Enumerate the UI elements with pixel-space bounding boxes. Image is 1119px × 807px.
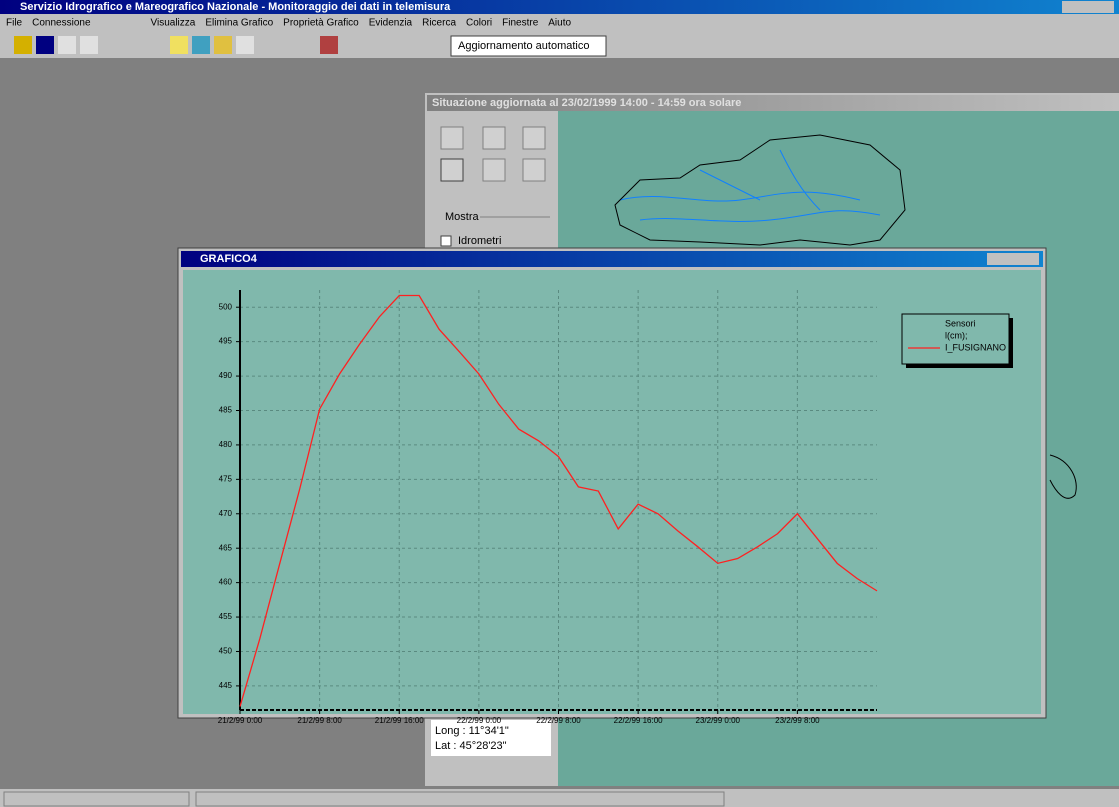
status-bar (0, 789, 1119, 807)
legend (901, 313, 1010, 365)
river (619, 191, 861, 202)
x-tick-label: 22/2/99 0:00 (457, 716, 502, 725)
menu-bar (0, 14, 1119, 32)
river (779, 149, 821, 211)
y-tick-label: 450 (219, 647, 233, 656)
x-tick-label: 23/2/99 0:00 (696, 716, 741, 725)
y-tick-label: 490 (219, 371, 233, 380)
y-tick-label: 465 (219, 543, 233, 552)
river (699, 169, 761, 201)
save-button[interactable] (36, 36, 54, 54)
chart-button[interactable] (170, 36, 188, 54)
longitude: Long : 11°34'1" (435, 725, 509, 737)
coords-box (431, 720, 551, 756)
menu-item[interactable]: Ricerca (422, 18, 456, 29)
series-line (239, 294, 878, 707)
y-tick-label: 470 (219, 509, 233, 518)
y-tick-label: 485 (219, 406, 233, 415)
menu-item[interactable]: File (6, 18, 23, 29)
copy-button[interactable] (58, 36, 76, 54)
hydrometers-checkbox[interactable] (440, 235, 452, 247)
x-tick-label: 21/2/99 0:00 (218, 716, 263, 725)
menu-item[interactable]: Finestre (502, 18, 539, 29)
menu-item[interactable]: Colori (466, 18, 492, 29)
tool-button[interactable] (482, 126, 506, 150)
y-tick-label: 455 (219, 612, 233, 621)
menu: File Connessione Visualizza Elimina Grafico… (6, 18, 571, 29)
zoom-in-button[interactable] (440, 158, 464, 182)
menu-item[interactable]: Elimina Grafico (205, 18, 273, 29)
y-tick-label: 475 (219, 474, 233, 483)
title-bar (0, 0, 1119, 14)
chart-window-title: GRAFICO4 (200, 253, 258, 265)
tool-button[interactable] (522, 126, 546, 150)
window-controls[interactable] (1062, 1, 1114, 13)
legend-subtitle: l(cm); (945, 330, 968, 340)
pointer-button[interactable] (522, 158, 546, 182)
river (639, 210, 881, 222)
x-tick-label: 22/2/99 16:00 (614, 716, 663, 725)
x-tick-label: 22/2/99 8:00 (536, 716, 581, 725)
region-border (614, 134, 906, 246)
menu-item[interactable]: Evidenzia (369, 18, 413, 29)
map-button[interactable] (192, 36, 210, 54)
status-pane (195, 791, 725, 807)
y-tick-label: 500 (219, 302, 233, 311)
auto-update-button[interactable] (450, 35, 607, 57)
plot: 445 450 455 460 465 470 475 480 485 490 495 500 21/2… (218, 290, 1013, 725)
chart-title-bar (181, 251, 1043, 267)
chart-window-controls[interactable] (987, 253, 1039, 265)
gauge-button[interactable] (320, 36, 338, 54)
open-button[interactable] (14, 36, 32, 54)
legend-label: I_FUSIGNANO (945, 342, 1006, 352)
menu-item[interactable]: Aiuto (548, 18, 571, 29)
show-label: Mostra (445, 211, 480, 223)
plot-background (183, 270, 1041, 714)
x-tick-label: 23/2/99 8:00 (775, 716, 820, 725)
map-tools (440, 126, 546, 182)
app-title: Servizio Idrografico e Mareografico Nazi… (20, 1, 451, 13)
rivers (619, 149, 881, 222)
print-button[interactable] (80, 36, 98, 54)
menu-item[interactable]: Connessione (32, 18, 91, 29)
coast (1049, 454, 1077, 499)
map-title-bar (427, 95, 1119, 111)
menu-item[interactable]: Visualizza (151, 18, 196, 29)
toolbar-buttons (14, 36, 338, 54)
latitude: Lat : 45°28'23" (435, 740, 507, 752)
y-tick-label: 495 (219, 337, 233, 346)
status-pane (3, 791, 190, 807)
hydrometers-label: Idrometri (458, 235, 501, 247)
menu-item[interactable]: Proprietà Grafico (283, 18, 359, 29)
auto-update-label: Aggiornamento automatico (458, 40, 589, 52)
tool-button[interactable] (440, 126, 464, 150)
zoom-out-button[interactable] (482, 158, 506, 182)
x-tick-label: 21/2/99 8:00 (297, 716, 342, 725)
y-tick-label: 480 (219, 440, 233, 449)
x-tick-label: 21/2/99 16:00 (375, 716, 424, 725)
select-button[interactable] (214, 36, 232, 54)
table-button[interactable] (236, 36, 254, 54)
legend-title: Sensori (945, 318, 976, 328)
y-tick-label: 445 (219, 681, 233, 690)
y-tick-label: 460 (219, 578, 233, 587)
map-title: Situazione aggiornata al 23/02/1999 14:0… (432, 97, 741, 109)
